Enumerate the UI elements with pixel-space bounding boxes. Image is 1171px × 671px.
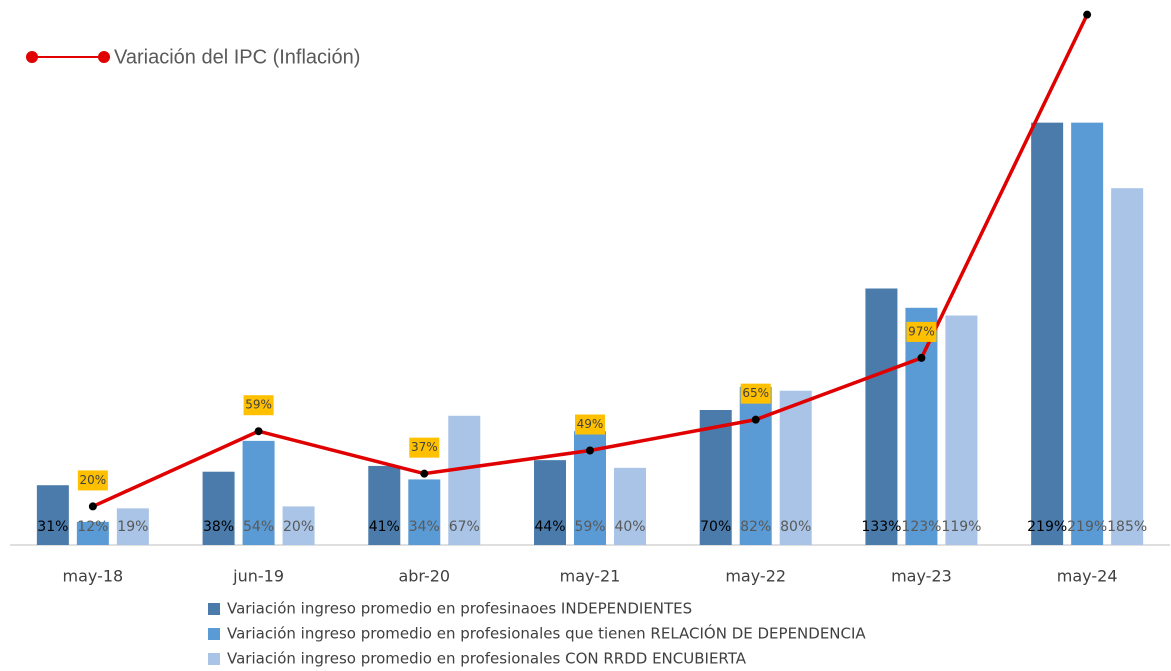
bar	[408, 479, 441, 545]
bar	[368, 465, 401, 545]
legend-label: Variación ingreso promedio en profesiona…	[227, 650, 747, 668]
data-label-box	[243, 395, 274, 416]
bar	[76, 521, 109, 545]
data-label: 80%	[780, 519, 811, 535]
bar	[202, 471, 235, 545]
line-marker	[254, 427, 263, 436]
line-marker	[751, 415, 760, 424]
data-label: 37%	[411, 440, 438, 454]
line-marker	[1083, 10, 1092, 19]
bar	[614, 467, 646, 545]
data-label: 54%	[243, 519, 274, 535]
bar	[905, 307, 938, 545]
data-label: 20%	[80, 473, 107, 487]
bar	[1111, 188, 1144, 545]
bar	[739, 386, 772, 545]
bar	[779, 390, 812, 545]
data-label: 185%	[1107, 519, 1147, 535]
bar	[36, 485, 69, 545]
bar	[282, 506, 315, 545]
line-marker	[420, 469, 429, 478]
bar	[699, 410, 732, 545]
data-label: 97%	[908, 324, 935, 338]
data-label: 123%	[901, 519, 941, 535]
data-label-box	[77, 470, 108, 491]
data-label: 133%	[861, 519, 901, 535]
data-label: 219%	[1027, 519, 1067, 535]
bar	[1071, 122, 1104, 546]
legend-swatch	[208, 653, 220, 665]
bar	[448, 415, 481, 545]
bar	[242, 440, 275, 545]
bar	[1031, 122, 1064, 546]
legend-swatch	[208, 603, 220, 615]
x-tick-label: may-24	[1057, 567, 1118, 586]
data-label-box	[409, 437, 440, 458]
data-label: 12%	[77, 519, 108, 535]
x-tick-label: may-21	[560, 567, 621, 586]
data-label: 82%	[740, 519, 771, 535]
data-label: 67%	[449, 519, 480, 535]
data-label: 20%	[283, 519, 314, 535]
data-label: 219%	[1067, 519, 1107, 535]
data-label-box	[575, 414, 605, 435]
data-label: 40%	[614, 519, 645, 535]
x-tick-label: may-18	[62, 567, 123, 586]
data-label: 49%	[577, 417, 604, 431]
data-label: 34%	[409, 519, 440, 535]
data-label-box	[740, 383, 771, 404]
x-tick-label: may-23	[891, 567, 952, 586]
data-label: 31%	[37, 519, 68, 535]
bar	[945, 315, 978, 545]
legend-label: Variación ingreso promedio en profesinao…	[227, 600, 692, 618]
data-label: 44%	[534, 519, 565, 535]
data-label: 19%	[117, 519, 148, 535]
bar	[116, 508, 149, 545]
x-tick-label: abr-20	[398, 567, 450, 586]
data-label: 41%	[369, 519, 400, 535]
line-marker	[917, 353, 926, 362]
data-label: 59%	[574, 519, 605, 535]
data-label: 119%	[941, 519, 981, 535]
legend-swatch	[208, 628, 220, 640]
x-tick-label: jun-19	[232, 567, 284, 586]
legend-label: Variación ingreso promedio en profesiona…	[227, 624, 866, 643]
data-label: 59%	[245, 398, 272, 412]
data-label: 38%	[203, 519, 234, 535]
data-label-box	[906, 321, 937, 342]
legend-marker	[26, 51, 38, 63]
line-marker	[586, 446, 594, 455]
data-label: 65%	[742, 386, 769, 400]
bar	[534, 460, 566, 545]
legend-label: Variación del IPC (Inflación)	[114, 46, 360, 68]
bar	[865, 288, 898, 545]
data-label: 70%	[700, 519, 731, 535]
line-marker	[88, 502, 97, 511]
x-tick-label: may-22	[725, 567, 786, 586]
legend-marker	[98, 51, 110, 63]
